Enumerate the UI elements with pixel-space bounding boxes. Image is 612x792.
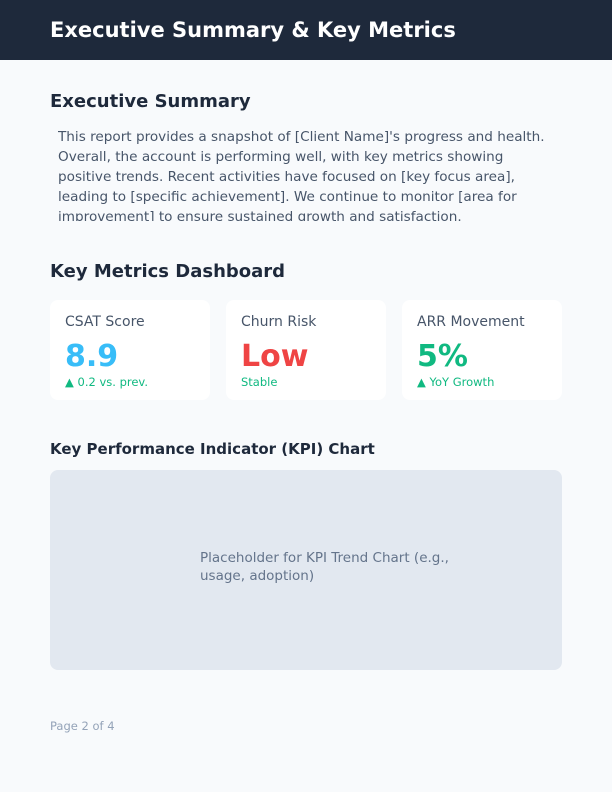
summary-text: This report provides a snapshot of [Clie… <box>58 129 545 221</box>
metric-sub: 0.2 vs. prev. <box>77 375 148 389</box>
metric-card-csat: CSAT Score 8.9 ▲ 0.2 vs. prev. <box>50 300 210 400</box>
up-arrow-icon: ▲ <box>417 375 426 389</box>
metric-label: ARR Movement <box>417 314 525 330</box>
metric-value: 5% <box>417 339 468 374</box>
metric-sub: Stable <box>241 375 278 389</box>
page-number: Page 2 of 4 <box>50 719 115 733</box>
metric-card-churn: Churn Risk Low Stable <box>226 300 386 400</box>
chart-placeholder: Placeholder for KPI Trend Chart (e.g., u… <box>50 470 562 670</box>
summary-heading: Executive Summary <box>50 91 251 112</box>
chart-placeholder-text: Placeholder for KPI Trend Chart (e.g., u… <box>200 550 449 584</box>
metric-value: 8.9 <box>65 339 119 374</box>
header-title: Executive Summary & Key Metrics <box>50 18 456 42</box>
metric-label: CSAT Score <box>65 314 145 330</box>
metric-card-arr: ARR Movement 5% ▲ YoY Growth <box>402 300 562 400</box>
up-arrow-icon: ▲ <box>65 375 74 389</box>
dashboard-heading: Key Metrics Dashboard <box>50 261 286 282</box>
page-header: Executive Summary & Key Metrics <box>0 0 612 60</box>
metric-sub: YoY Growth <box>429 375 495 389</box>
chart-heading: Key Performance Indicator (KPI) Chart <box>50 440 375 458</box>
metric-label: Churn Risk <box>241 314 317 330</box>
metric-value: Low <box>241 339 309 374</box>
metric-cards: CSAT Score 8.9 ▲ 0.2 vs. prev. Churn Ris… <box>50 300 562 400</box>
